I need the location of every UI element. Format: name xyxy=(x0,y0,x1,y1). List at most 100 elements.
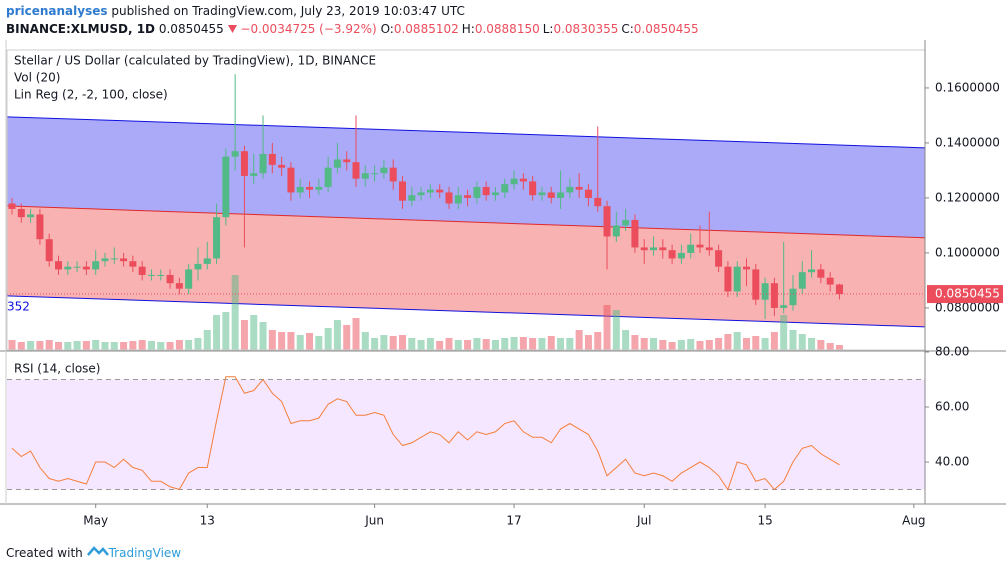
volume-bar xyxy=(826,343,834,350)
candle-body xyxy=(464,195,472,198)
y-tick-label: 0.1600000 xyxy=(935,80,1000,94)
volume-bar xyxy=(194,338,202,350)
quote-line: BINANCE:XLMUSD, 1D 0.0850455 −0.0034725 … xyxy=(6,22,702,36)
candle-body xyxy=(380,167,388,174)
candle-body xyxy=(361,173,369,179)
candle-body xyxy=(166,274,174,284)
linreg-edge-label: 352 xyxy=(7,300,30,314)
candle-body xyxy=(510,178,518,185)
volume-bar xyxy=(203,330,211,350)
volume-bar xyxy=(752,336,760,350)
candle-body xyxy=(343,159,351,163)
candle-body xyxy=(817,269,825,278)
volume-bar xyxy=(817,340,825,350)
candle-body xyxy=(250,173,258,176)
candle-body xyxy=(724,266,732,292)
volume-bar xyxy=(82,341,90,350)
candle-body xyxy=(333,159,341,168)
candle-body xyxy=(798,272,806,289)
volume-bar xyxy=(231,275,239,350)
volume-bar xyxy=(705,340,713,350)
candle-body xyxy=(519,178,527,182)
last-price-box xyxy=(927,285,1003,304)
volume-bar xyxy=(650,338,658,350)
volume-bar xyxy=(333,320,341,350)
price-title: Stellar / US Dollar (calculated by Tradi… xyxy=(14,54,376,68)
x-tick-label: May xyxy=(83,514,108,528)
candle-body xyxy=(687,244,695,253)
candle-body xyxy=(557,192,565,198)
candle-body xyxy=(27,214,35,218)
volume-bar xyxy=(361,332,369,350)
candle-body xyxy=(631,219,639,248)
candle-body xyxy=(64,266,72,270)
volume-bar xyxy=(371,338,379,350)
volume-bar xyxy=(733,332,741,350)
volume-bar xyxy=(789,330,797,350)
linreg-upper xyxy=(6,116,926,149)
created: Created with xyxy=(6,546,83,560)
volume-bar xyxy=(408,338,416,350)
y-tick-label: 0.0800000 xyxy=(935,300,1000,314)
candle-body xyxy=(73,266,81,268)
volume-bar xyxy=(399,335,407,350)
candle-body xyxy=(640,247,648,251)
candle-body xyxy=(761,283,769,300)
candle-body xyxy=(45,239,53,262)
volume-bar xyxy=(501,338,509,350)
volume-bar xyxy=(213,315,221,350)
x-tick-label: Aug xyxy=(902,514,925,528)
rsi-y-tick-label: 40.00 xyxy=(935,455,969,469)
volume-bar xyxy=(696,341,704,350)
candle-body xyxy=(584,189,592,198)
candle-body xyxy=(650,247,658,251)
volume-bar xyxy=(240,320,248,350)
x-tick-label: 13 xyxy=(200,514,215,528)
ohlc-value: 0.0885102 xyxy=(393,22,459,36)
volume-bar xyxy=(268,330,276,350)
volume-bar xyxy=(742,338,750,350)
rsi-y-tick-label: 80.00 xyxy=(935,345,969,359)
candle-body xyxy=(157,274,165,276)
candle-body xyxy=(547,192,555,198)
volume-bar xyxy=(250,315,258,350)
volume-bar xyxy=(631,335,639,350)
volume-bar xyxy=(770,332,778,350)
volume-bar xyxy=(612,310,620,350)
candle-body xyxy=(129,261,137,267)
candle-body xyxy=(389,167,397,182)
volume-bar xyxy=(557,338,565,350)
candle-body xyxy=(473,186,481,198)
volume-bar xyxy=(147,341,155,350)
candle-body xyxy=(194,263,202,270)
volume-bar xyxy=(45,340,53,350)
candle-body xyxy=(529,181,537,196)
last: 0.0850455 xyxy=(158,22,224,36)
volume-bar xyxy=(92,340,100,350)
volume-bar xyxy=(166,342,174,350)
volume-bar xyxy=(296,335,304,350)
published: published on TradingView.com, July 23, 2… xyxy=(111,4,465,18)
candle-body xyxy=(259,153,267,174)
candle-body xyxy=(612,225,620,237)
volume-bar xyxy=(17,342,25,350)
volume-bar xyxy=(129,341,137,350)
volume-bar xyxy=(584,335,592,350)
candle-body xyxy=(575,186,583,190)
volume-bar xyxy=(138,340,146,350)
volume-bar xyxy=(426,338,434,350)
volume-bar xyxy=(315,336,323,350)
candle-body xyxy=(436,189,444,193)
candle-body xyxy=(231,151,239,157)
volume-bar xyxy=(640,338,648,350)
volume-bar xyxy=(677,340,685,350)
candle-body xyxy=(306,186,314,190)
volume-bar xyxy=(668,342,676,350)
candle-body xyxy=(324,167,332,187)
volume-bar xyxy=(324,328,332,350)
candle-body xyxy=(742,266,750,270)
candle-body xyxy=(733,266,741,292)
linreg-lower xyxy=(6,295,926,328)
candle-body xyxy=(296,186,304,193)
